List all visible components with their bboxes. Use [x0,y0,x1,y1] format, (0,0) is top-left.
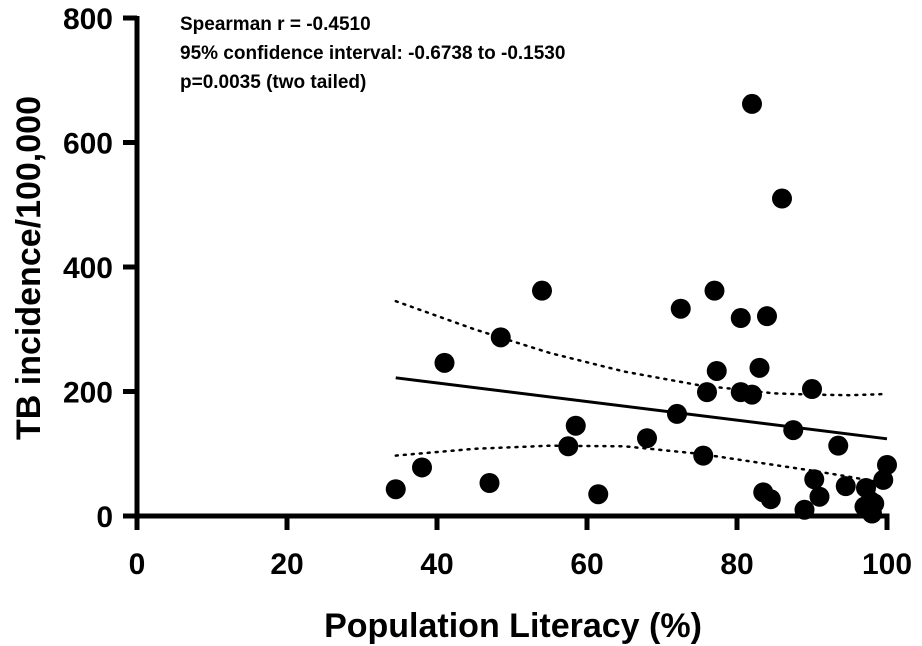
data-point [742,93,762,114]
data-point [877,454,897,475]
statistics-annotation: Spearman r = -0.4510 95% confidence inte… [180,14,565,93]
data-point [532,280,552,301]
data-point [385,479,406,500]
y-tick-label: 200 [63,377,113,410]
x-tick-label: 0 [129,548,146,581]
data-point [412,457,432,478]
data-point [772,188,792,209]
y-tick-label: 800 [63,3,113,36]
data-point [809,486,830,507]
x-tick-label: 80 [720,548,753,581]
y-axis-title: TB incidence/100,000 [10,96,48,440]
data-point [804,469,825,490]
data-point [783,420,804,441]
annotation-line-3: p=0.0035 (two tailed) [180,72,366,93]
data-point [637,428,657,449]
data-points [385,93,897,524]
data-point [749,357,770,378]
data-point [730,308,751,329]
data-point [706,360,727,381]
x-tick-label: 40 [420,548,453,581]
data-point [667,403,687,424]
data-point [835,476,856,497]
data-point [565,415,586,436]
data-point [479,473,500,494]
data-point [794,499,815,520]
data-point [757,306,777,327]
data-point [697,382,717,403]
data-point [670,298,691,319]
fit-line [395,376,888,441]
data-point [704,280,725,301]
x-axis-title: Population Literacy (%) [324,607,702,645]
data-point [434,352,455,373]
data-point [873,469,894,490]
x-tick-label: 100 [862,548,912,581]
data-point [490,327,511,348]
x-tick-label: 20 [270,548,303,581]
data-point [802,379,822,400]
data-point [828,435,849,456]
y-tick-label: 400 [63,252,113,285]
data-point [864,493,885,514]
data-point [558,436,579,457]
data-point [588,484,609,505]
annotation-line-2: 95% confidence interval: -0.6738 to -0.1… [180,43,565,64]
data-point [760,489,781,510]
regression-line [395,376,888,441]
x-tick-label: 60 [570,548,603,581]
annotation-line-1: Spearman r = -0.4510 [180,14,371,35]
data-point [693,445,714,466]
data-point [742,384,762,405]
y-tick-label: 600 [63,128,113,161]
axes: 0 20 40 60 80 100 0 200 400 600 800 [63,3,912,581]
y-tick-label: 0 [96,501,113,534]
